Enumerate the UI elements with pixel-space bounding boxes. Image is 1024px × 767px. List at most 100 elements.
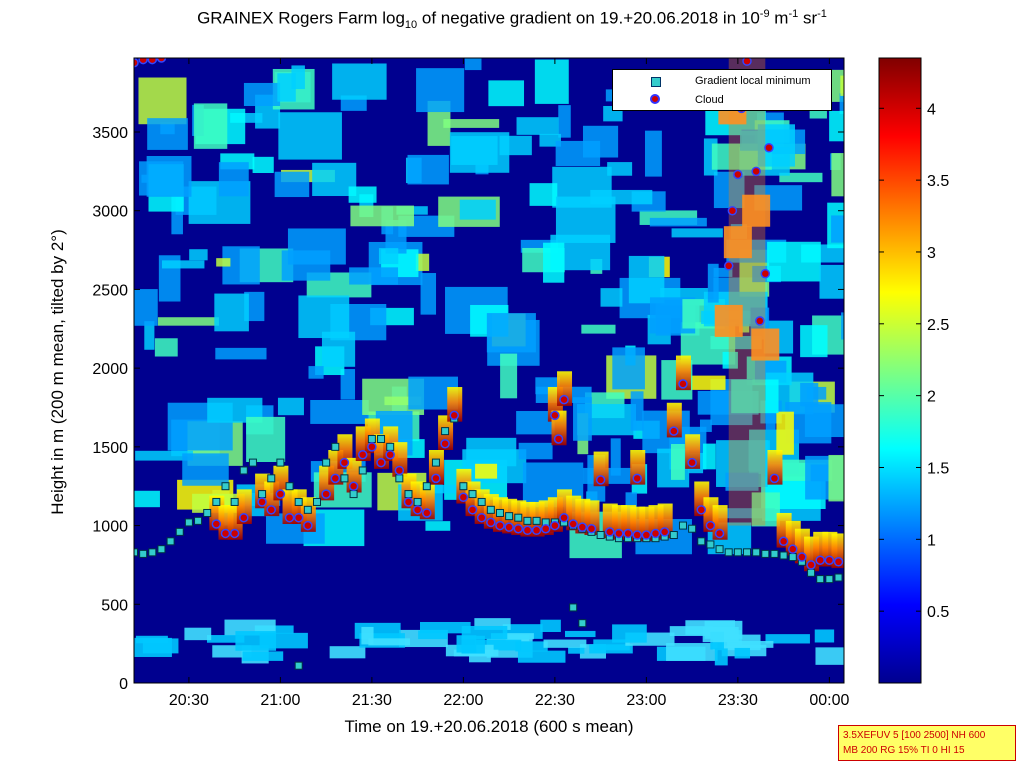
gradient-minimum-point <box>239 466 248 475</box>
cloud-point <box>357 449 368 460</box>
gradient-minimum-point <box>495 508 504 517</box>
colorbar-tick: 1 <box>879 532 936 549</box>
cloud-point <box>755 316 765 326</box>
plot-frame <box>133 57 845 684</box>
field-cell <box>459 199 496 220</box>
cloud-point <box>385 449 395 460</box>
chart-title: GRAINEX Rogers Farm log10 of negative gr… <box>197 8 827 32</box>
field-cell <box>378 248 399 265</box>
gradient-minimum-point <box>761 549 770 558</box>
field-cell <box>252 156 274 174</box>
field-cell <box>734 647 751 659</box>
field-cell <box>242 651 284 661</box>
cloud-point <box>641 530 652 540</box>
plot-area <box>133 57 845 684</box>
cloud-point <box>540 523 551 534</box>
gradient-minimum-point <box>770 549 779 558</box>
gradient-minimum-point <box>386 442 395 451</box>
cloud-point <box>348 481 359 491</box>
colorbar-tick: 2 <box>879 389 936 406</box>
field-cell <box>308 366 324 379</box>
gradient-minimum-point <box>248 458 257 467</box>
cloud-point <box>284 512 295 523</box>
gradient-minimum-point <box>294 661 303 670</box>
cloud-point <box>559 394 569 405</box>
gradient-minimum-point <box>697 537 706 546</box>
cloud-point <box>727 205 738 216</box>
gradient-minimum-point <box>505 512 514 521</box>
y-tick: 3000 <box>92 204 844 221</box>
gradient-minimum-point <box>578 619 587 628</box>
gradient-minimum-point <box>358 466 367 475</box>
field-cell <box>416 68 465 113</box>
cloud-point <box>605 527 615 537</box>
x-tick-label: 22:00 <box>443 692 483 709</box>
gradient-minimum-point <box>221 482 230 491</box>
field-cell <box>277 73 296 102</box>
colorbar-tick: 0.5 <box>879 604 949 621</box>
field-cell <box>589 644 633 654</box>
field-cell <box>407 154 449 185</box>
x-tick: 23:30 <box>718 58 758 709</box>
field-cell <box>298 295 350 339</box>
info-line-2: MB 200 RG 15% TI 0 HI 15 <box>843 745 965 756</box>
field-cell <box>147 118 188 150</box>
y-tick-label: 1500 <box>92 440 128 457</box>
colorbar-tick-label: 1 <box>927 532 936 549</box>
field-cell <box>740 130 767 151</box>
field-cell <box>814 629 835 643</box>
cloud-point <box>504 522 514 532</box>
field-cell <box>731 379 779 414</box>
field-cell <box>515 641 548 652</box>
gradient-minimum-point <box>816 575 825 584</box>
field-cell <box>500 353 518 399</box>
gradient-minimum-point <box>486 505 495 514</box>
legend-item-gradient-minimum: Gradient local minimum <box>613 73 831 91</box>
colorbar-tick-label: 2.5 <box>927 317 949 334</box>
gradient-minimum-point <box>477 497 486 506</box>
field-cell <box>516 411 555 435</box>
gradient-minimum-point <box>431 458 440 467</box>
field-cell <box>815 647 844 665</box>
colorbar-tick-label: 2 <box>927 389 936 406</box>
cloud-point <box>714 528 725 539</box>
cloud-point <box>769 473 780 484</box>
field-cell <box>828 454 844 502</box>
colorbar-tick: 2.5 <box>879 317 949 334</box>
colorbar-tick: 4 <box>879 101 936 118</box>
cloud-point <box>824 555 835 565</box>
field-cell <box>568 647 585 654</box>
gradient-minimum-point <box>807 568 816 577</box>
cloud-point <box>650 528 661 539</box>
field-cell <box>142 638 179 654</box>
cloud-point <box>595 475 606 485</box>
x-tick-label: 21:30 <box>352 692 392 709</box>
field-cell <box>831 153 844 197</box>
gradient-minimum-point <box>340 474 349 483</box>
info-line-1: 3.5XEFUV 5 [100 2500] NH 600 <box>843 730 986 741</box>
y-axis: 0 500 1000 1500 2000 2500 3000 3500 <box>92 125 844 693</box>
field-cell <box>714 648 728 666</box>
field-cell <box>671 228 723 238</box>
field-cell <box>146 156 192 197</box>
field-cell <box>555 196 616 243</box>
x-tick-label: 20:30 <box>169 692 209 709</box>
cloud-point <box>156 58 167 63</box>
cloud-point <box>513 523 524 534</box>
legend-item-cloud: Cloud <box>613 92 831 110</box>
field-cell <box>800 382 819 407</box>
colorbar-tick-label: 1.5 <box>927 460 949 477</box>
cloud-point <box>577 522 588 532</box>
y-tick: 1000 <box>92 519 844 536</box>
colorbar-axis: 0.5 1 1.5 2 2.5 3 3.5 4 <box>879 101 949 621</box>
field-cell <box>244 291 265 322</box>
field-cell <box>189 249 208 261</box>
gradient-minimum-point <box>184 518 193 527</box>
cloud-point <box>394 465 405 476</box>
cloud-point <box>687 457 697 468</box>
field-cell <box>135 450 193 461</box>
field-cell <box>831 215 844 243</box>
field-cell <box>443 119 500 128</box>
gradient-minimum-point <box>569 603 578 612</box>
cloud-point <box>742 58 752 66</box>
